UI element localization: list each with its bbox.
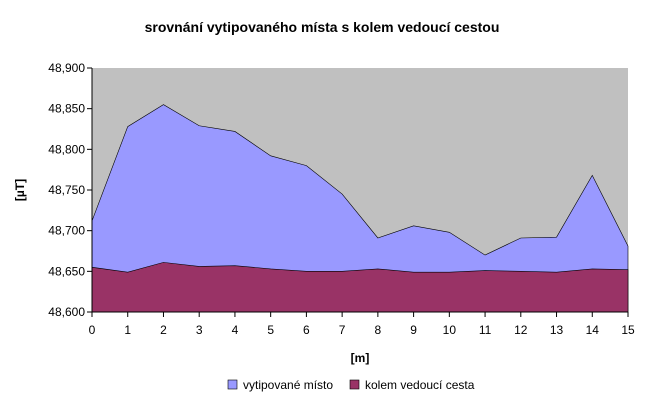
y-tick-label: 48,600 — [48, 305, 85, 319]
x-tick-label: 3 — [196, 323, 203, 337]
legend-label-1: kolem vedoucí cesta — [365, 378, 475, 392]
x-axis-ticks: 0 1 2 3 4 5 6 7 8 9 10 11 12 13 14 15 — [89, 312, 635, 337]
y-tick-label: 48,700 — [48, 224, 85, 238]
legend: vytipované místo kolem vedoucí cesta — [227, 378, 475, 392]
x-tick-label: 8 — [375, 323, 382, 337]
y-tick-label: 48,850 — [48, 102, 85, 116]
y-tick-label: 48,650 — [48, 264, 85, 278]
legend-swatch-0 — [227, 379, 238, 390]
series-areas — [91, 104, 629, 313]
y-tick-label: 48,900 — [48, 61, 85, 75]
legend-label-0: vytipované místo — [243, 378, 333, 392]
x-tick-label: 12 — [514, 323, 528, 337]
area-series-0 — [91, 104, 629, 313]
x-tick-label: 10 — [443, 323, 457, 337]
x-tick-label: 14 — [586, 323, 600, 337]
x-tick-label: 6 — [303, 323, 310, 337]
x-tick-label: 15 — [621, 323, 635, 337]
x-axis-label: [m] — [351, 351, 370, 365]
x-tick-label: 1 — [124, 323, 131, 337]
y-tick-label: 48,800 — [48, 142, 85, 156]
x-tick-label: 11 — [479, 323, 492, 337]
y-axis-label: [µT] — [13, 179, 27, 201]
x-tick-label: 2 — [160, 323, 167, 337]
x-tick-label: 0 — [89, 323, 96, 337]
x-tick-label: 13 — [550, 323, 564, 337]
area-series-1 — [91, 262, 629, 313]
y-axis-ticks: 48,600 48,650 48,700 48,750 48,800 48,850 48,9… — [48, 61, 92, 319]
x-tick-label: 9 — [410, 323, 417, 337]
x-tick-label: 5 — [267, 323, 274, 337]
legend-swatch-1 — [349, 379, 360, 390]
chart-title: srovnání vytipovaného místa s kolem vedo… — [145, 19, 500, 35]
y-tick-label: 48,750 — [48, 183, 85, 197]
x-tick-label: 7 — [339, 323, 346, 337]
x-tick-label: 4 — [232, 323, 239, 337]
